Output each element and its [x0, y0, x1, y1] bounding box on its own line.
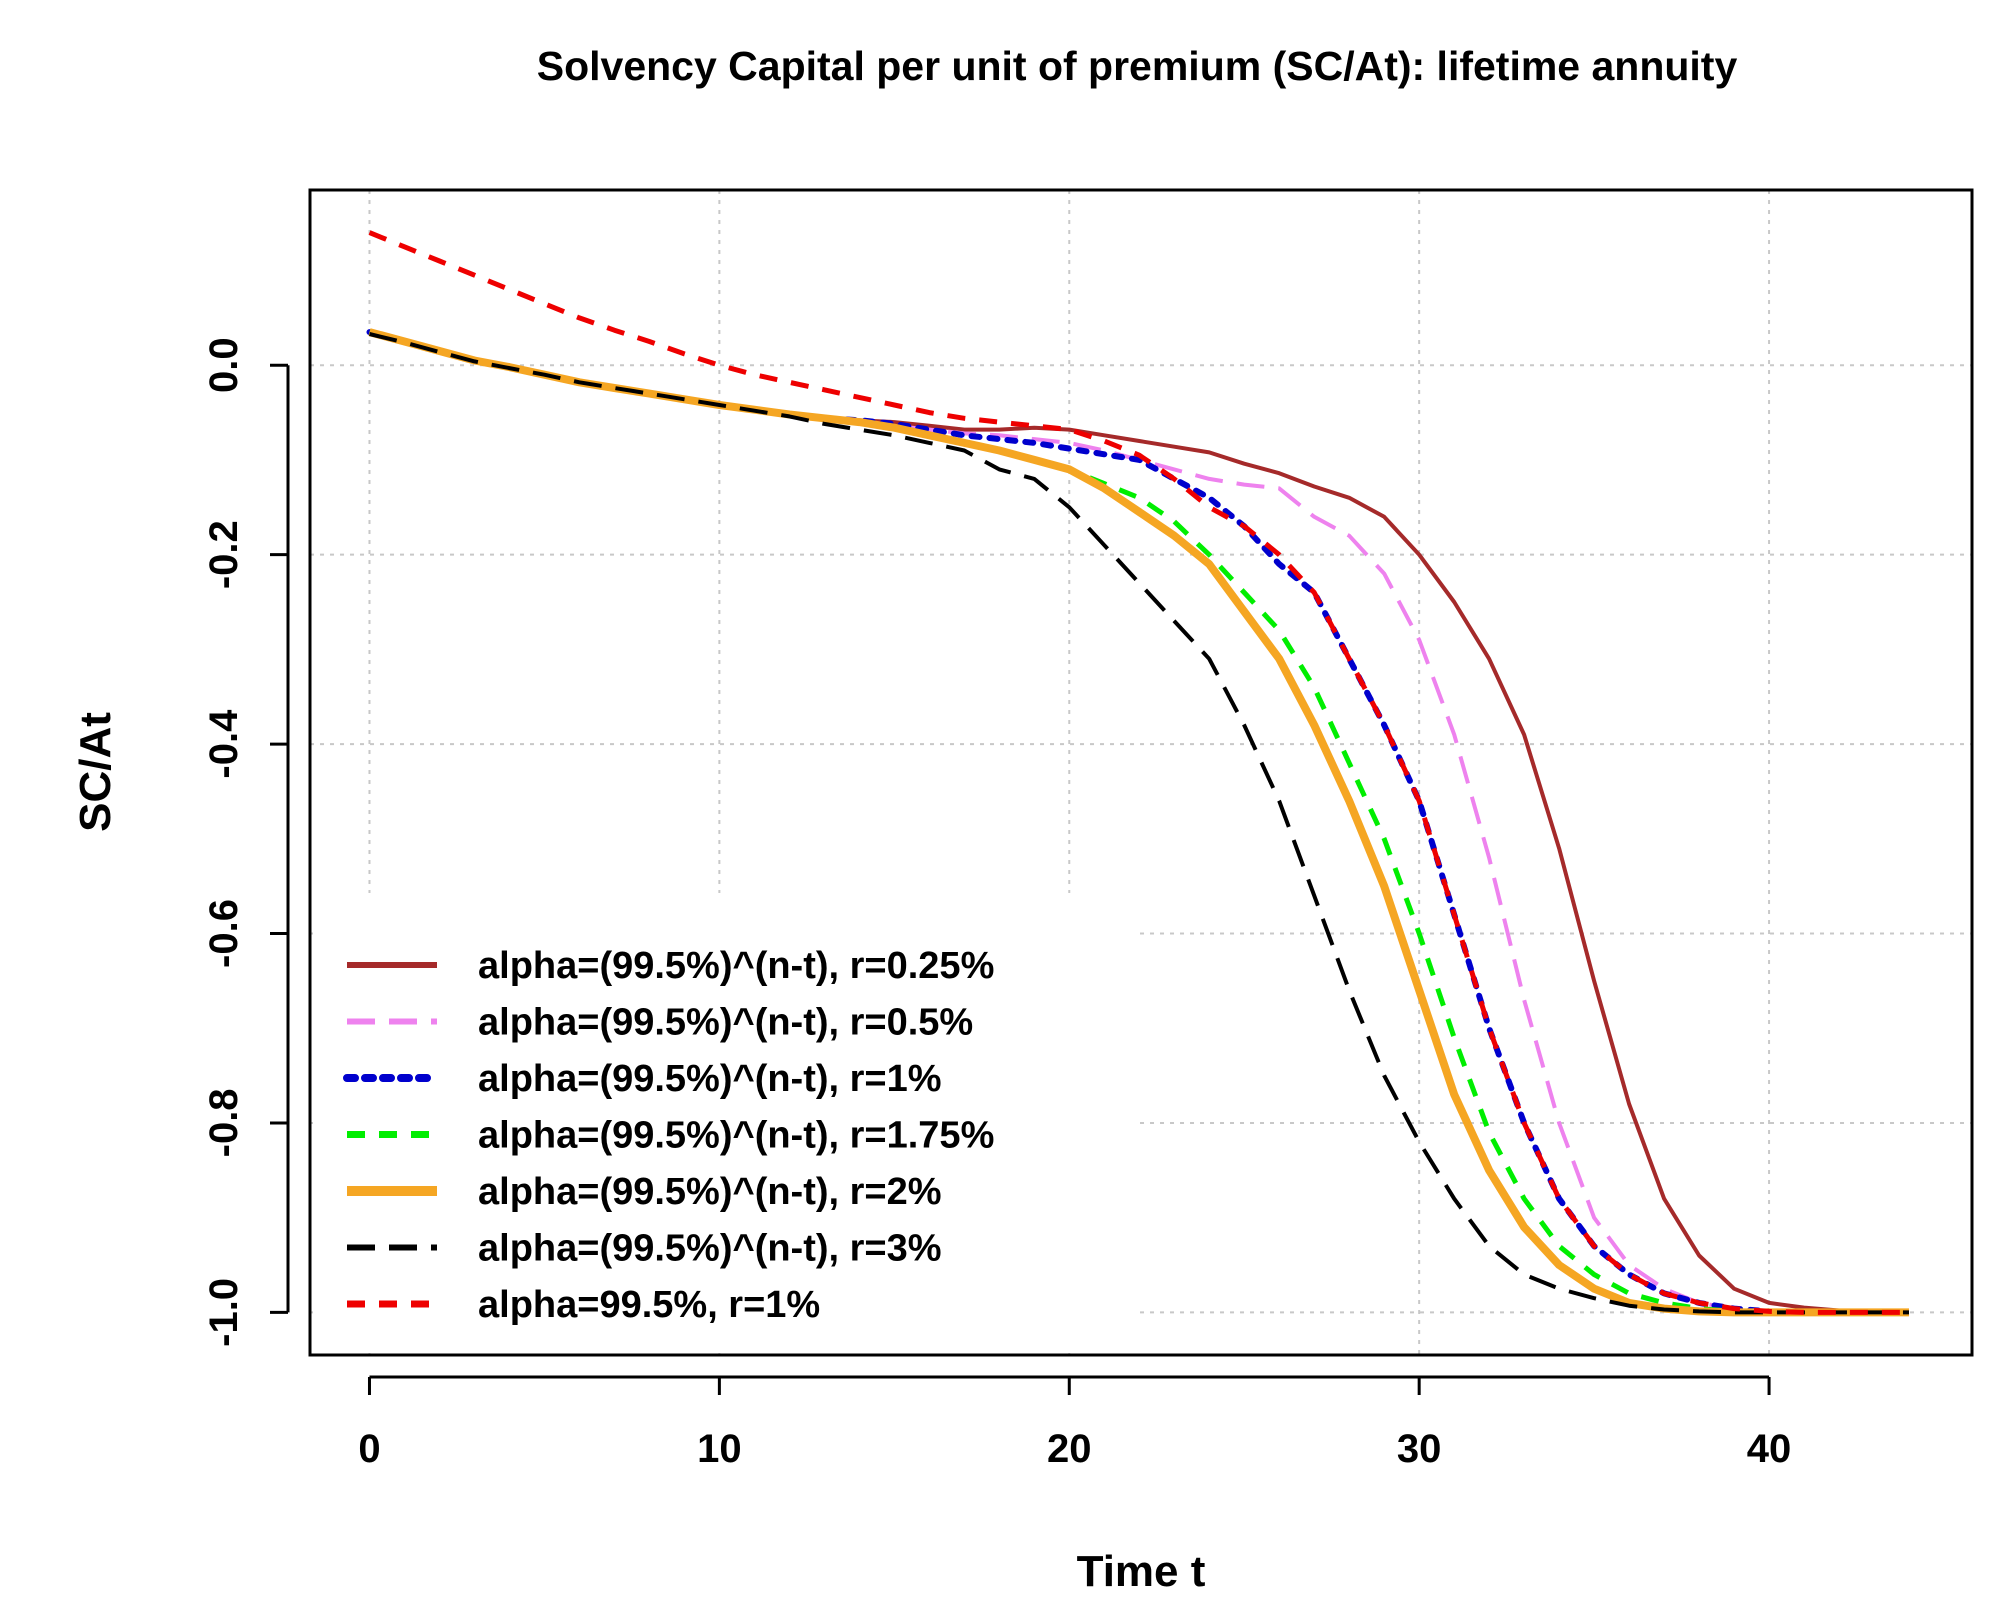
y-tick-label-0-6: -0.6 [202, 899, 246, 968]
legend-box [313, 893, 1135, 1353]
series-line-7 [368, 230, 1909, 1315]
legend-label-2: alpha=(99.5%)^(n-t), r=0.5% [478, 1002, 973, 1044]
y-tick-label-0-0: 0.0 [202, 337, 246, 393]
legend-label-6: alpha=(99.5%)^(n-t), r=3% [478, 1228, 942, 1270]
series-line-3 [366, 329, 1912, 1316]
y-axis-label: SC/At [71, 712, 120, 832]
x-tick-label-40: 40 [1747, 1427, 1792, 1471]
series-line-6 [369, 332, 1909, 1315]
plot-frame [308, 188, 1974, 1357]
legend: alpha=(99.5%)^(n-t), r=0.25% alpha=(99.5%… [313, 893, 1135, 1353]
chart-title: Solvency Capital per unit of premium (SC… [537, 43, 1738, 89]
y-tick-label-1-0: -1.0 [202, 1278, 246, 1347]
legend-label-4: alpha=(99.5%)^(n-t), r=1.75% [478, 1115, 994, 1157]
x-tick-label-30: 30 [1397, 1427, 1442, 1471]
y-tick-label-0-2: -0.2 [202, 520, 246, 589]
series-layer [366, 230, 1912, 1317]
x-axis: 0 10 20 30 40 [358, 1375, 1792, 1471]
y-axis: 0.0 -0.2 -0.4 -0.6 -0.8 -1.0 [202, 337, 290, 1347]
x-tick-label-10: 10 [697, 1427, 742, 1471]
x-axis-label: Time t [1077, 1547, 1206, 1596]
x-tick-label-20: 20 [1047, 1427, 1092, 1471]
y-tick-label-0-4: -0.4 [202, 709, 246, 779]
legend-label-7: alpha=99.5%, r=1% [478, 1284, 820, 1326]
legend-label-1: alpha=(99.5%)^(n-t), r=0.25% [478, 945, 994, 987]
legend-label-5: alpha=(99.5%)^(n-t), r=2% [478, 1171, 942, 1213]
legend-label-3: alpha=(99.5%)^(n-t), r=1% [478, 1058, 942, 1100]
y-tick-label-0-8: -0.8 [202, 1088, 246, 1157]
x-tick-label-0: 0 [358, 1427, 380, 1471]
